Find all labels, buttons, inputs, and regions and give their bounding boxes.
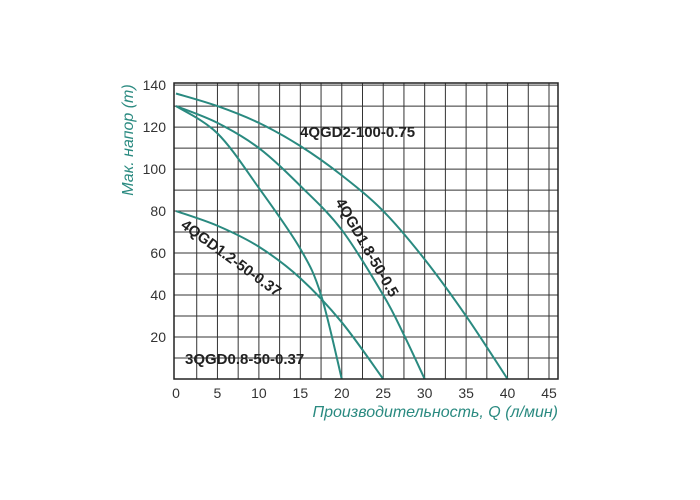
- curve-4qgd1.8-50-0.5: [175, 105, 426, 380]
- x-tick-label: 0: [172, 385, 180, 401]
- grid: [174, 83, 558, 379]
- y-tick-label: 20: [150, 329, 166, 345]
- plot-frame: [173, 82, 559, 380]
- y-tick-label: 140: [143, 77, 167, 93]
- x-tick-label: 15: [293, 385, 309, 401]
- x-tick-label: 5: [214, 385, 222, 401]
- y-tick-label: 80: [150, 203, 166, 219]
- x-tick-label: 40: [500, 385, 516, 401]
- y-axis-label: Мак. напор (m): [120, 84, 137, 195]
- curve-4qgd2-100-0.75: [175, 92, 509, 380]
- curve-label-4qgd1.2-50-0.37: 4QGD1.2-50-0.37: [178, 216, 284, 300]
- curve-label-4qgd2-100-0.75: 4QGD2-100-0.75: [300, 124, 415, 141]
- y-tick-label: 60: [150, 245, 166, 261]
- x-tick-label: 20: [334, 385, 350, 401]
- y-tick-label: 40: [150, 287, 166, 303]
- curves: [175, 92, 509, 380]
- x-tick-label: 10: [251, 385, 267, 401]
- x-axis-label: Производительность, Q (л/мин): [312, 404, 558, 421]
- x-tick-label: 25: [375, 385, 391, 401]
- curve-4qgd1.2-50-0.37: [175, 210, 385, 380]
- y-tick-label: 100: [143, 161, 167, 177]
- x-tick-label: 30: [417, 385, 433, 401]
- curve-label-3qgd0.8-50-0.37: 3QGD0.8-50-0.37: [185, 351, 304, 368]
- x-tick-label: 35: [458, 385, 474, 401]
- y-tick-label: 120: [143, 119, 167, 135]
- x-tick-label: 45: [541, 385, 557, 401]
- curve-3qgd0.8-50-0.37: [175, 105, 343, 380]
- tick-labels: 0 5 10 15 20 25 30 35 40 45 20 40 60 80 100 120 140: [143, 77, 557, 401]
